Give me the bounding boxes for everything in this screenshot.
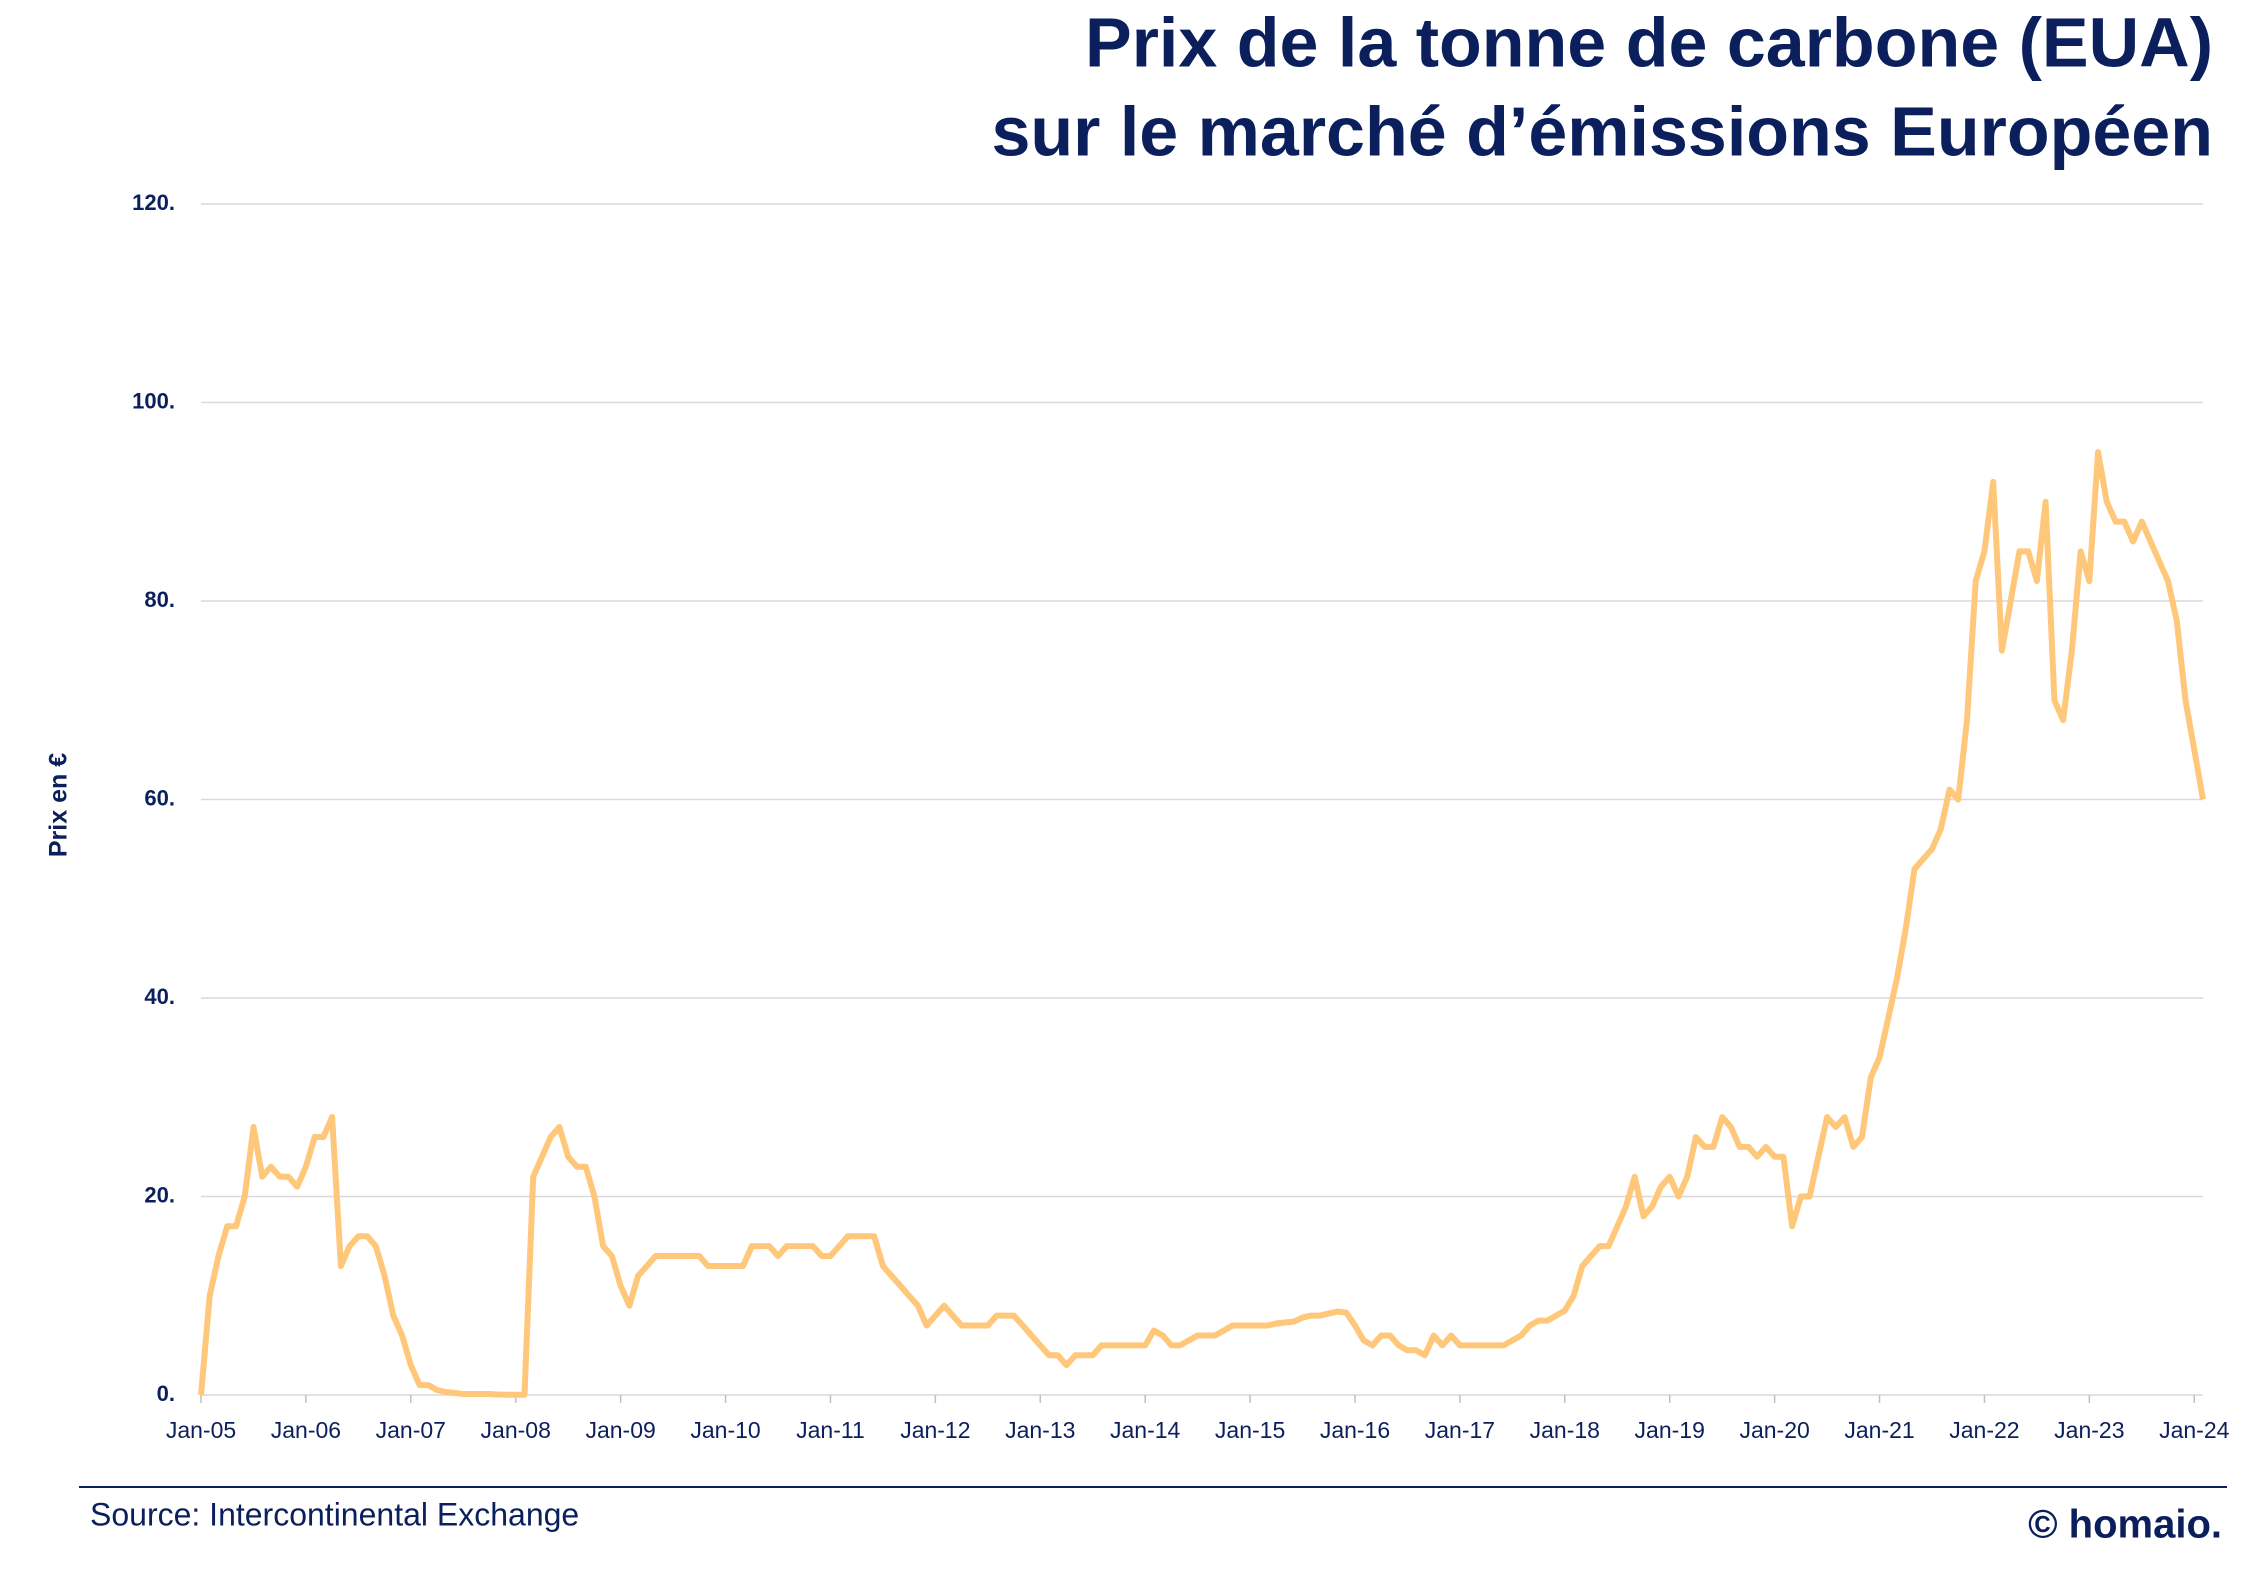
y-tick-label: 120. — [132, 190, 175, 215]
x-tick-label: Jan-19 — [1635, 1417, 1705, 1443]
y-tick-label: 60. — [144, 785, 175, 810]
x-tick-label: Jan-10 — [690, 1417, 760, 1443]
x-tick-label: Jan-24 — [2159, 1417, 2230, 1443]
x-tick-label: Jan-15 — [1215, 1417, 1285, 1443]
chart-title: sur le marché d’émissions Européen — [991, 92, 2213, 170]
y-tick-label: 40. — [144, 984, 175, 1009]
x-tick-label: Jan-14 — [1110, 1417, 1181, 1443]
y-axis-label: Prix en € — [45, 753, 73, 857]
x-tick-label: Jan-13 — [1005, 1417, 1075, 1443]
x-tick-label: Jan-08 — [481, 1417, 551, 1443]
x-tick-label: Jan-12 — [900, 1417, 970, 1443]
x-tick-label: Jan-17 — [1425, 1417, 1495, 1443]
x-tick-label: Jan-16 — [1320, 1417, 1390, 1443]
x-tick-label: Jan-07 — [376, 1417, 446, 1443]
x-tick-label: Jan-20 — [1739, 1417, 1809, 1443]
price-line — [198, 449, 2206, 1398]
x-tick-label: Jan-06 — [271, 1417, 341, 1443]
y-tick-label: 100. — [132, 388, 175, 413]
chart-title: Prix de la tonne de carbone (EUA) — [1085, 3, 2213, 81]
y-tick-label: 80. — [144, 587, 175, 612]
brand-logo: © homaio. — [2028, 1503, 2222, 1547]
x-tick-label: Jan-09 — [585, 1417, 655, 1443]
x-tick-label: Jan-23 — [2054, 1417, 2124, 1443]
y-tick-label: 0. — [157, 1381, 175, 1406]
y-tick-label: 20. — [144, 1182, 175, 1207]
x-tick-label: Jan-05 — [166, 1417, 236, 1443]
source: Source: Intercontinental Exchange — [90, 1496, 579, 1532]
x-tick-label: Jan-11 — [796, 1417, 865, 1443]
x-tick-label: Jan-21 — [1844, 1417, 1914, 1443]
x-tick-label: Jan-18 — [1530, 1417, 1600, 1443]
x-tick-label: Jan-22 — [1949, 1417, 2019, 1443]
